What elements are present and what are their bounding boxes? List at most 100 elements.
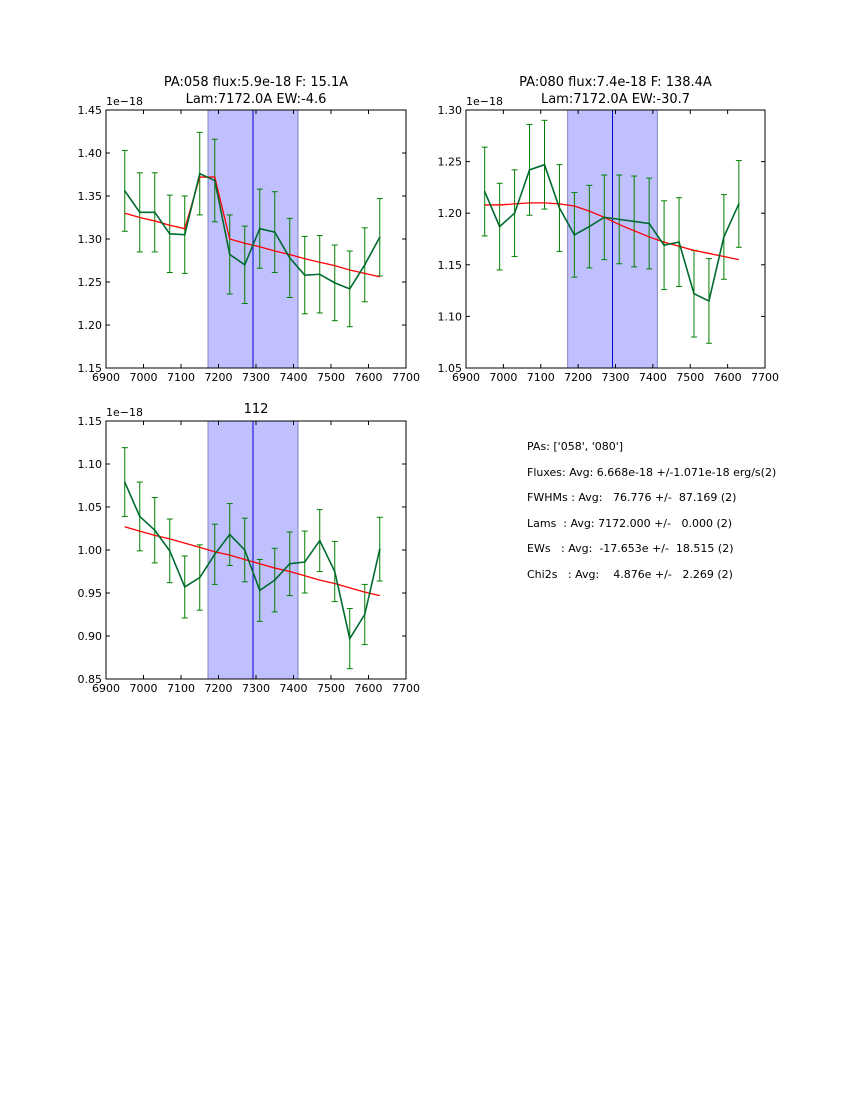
- subplot-title: PA:058 flux:5.9e-18 F: 15.1A: [164, 75, 348, 90]
- data-point: [708, 300, 710, 302]
- data-line: [483, 163, 740, 303]
- stats-fluxes: Fluxes: Avg: 6.668e-18 +/-1.071e-18 erg/…: [527, 465, 777, 479]
- data-point: [183, 586, 186, 588]
- data-point: [153, 529, 156, 532]
- stats-chi2s: Chi2s : Avg: 4.876e +/- 2.269 (2): [527, 567, 733, 581]
- data-point: [153, 211, 156, 214]
- y-tick-label: 1.30: [438, 104, 463, 117]
- subplot-2: 6900 7000 7100 7200 7300 7400 7500 7600 7700 1.05…: [438, 75, 780, 384]
- y-offset-label: 1e−18: [466, 95, 503, 108]
- y-tick-label: 0.95: [78, 587, 103, 600]
- stats-pas: PAs: ['058', '080']: [527, 440, 624, 453]
- x-tick-label: 6900: [92, 682, 120, 695]
- x-tick-label: 7000: [130, 682, 158, 695]
- data-point: [303, 274, 306, 276]
- data-point: [738, 203, 740, 205]
- x-tick-label: 7100: [167, 371, 195, 384]
- y-offset-label: 1e−18: [106, 95, 143, 108]
- data-point: [558, 207, 561, 209]
- data-point: [693, 292, 695, 295]
- x-tick-label: 7400: [639, 371, 667, 384]
- x-tick-label: 7500: [317, 371, 345, 384]
- data-point: [213, 553, 216, 556]
- x-tick-label: 6900: [452, 371, 480, 384]
- data-point: [678, 241, 680, 243]
- x-tick-label: 7500: [676, 371, 704, 384]
- subplot-title: 112: [244, 402, 269, 417]
- x-tick-label: 7300: [242, 371, 270, 384]
- y-tick-label: 1.10: [78, 458, 103, 471]
- data-point: [618, 218, 621, 221]
- data-point: [228, 253, 231, 256]
- data-point: [543, 163, 546, 166]
- data-point: [168, 550, 171, 552]
- x-tick-label: 7200: [564, 371, 592, 384]
- data-point: [648, 222, 650, 225]
- x-tick-label: 7000: [489, 371, 517, 384]
- data-point: [348, 637, 351, 640]
- data-point: [258, 589, 261, 592]
- x-tick-label: 7600: [355, 371, 383, 384]
- x-tick-label: 7400: [280, 682, 308, 695]
- x-tick-label: 7000: [130, 371, 158, 384]
- data-point: [633, 220, 635, 223]
- x-tick-label: 7100: [167, 682, 195, 695]
- data-point: [198, 576, 201, 579]
- subplot-3: 6900 7000 7100 7200 7300 7400 7500 7600 7700 0.85…: [78, 402, 421, 695]
- x-tick-label: 7100: [527, 371, 555, 384]
- y-tick-label: 1.15: [78, 362, 103, 375]
- y-tick-label: 1.20: [438, 207, 463, 220]
- y-tick-label: 1.40: [78, 147, 103, 160]
- data-point: [513, 212, 516, 214]
- data-point: [333, 570, 336, 573]
- summary-stats: PAs: ['058', '080'] Fluxes: Avg: 6.668e-1…: [527, 434, 776, 588]
- x-tick-label: 7300: [602, 371, 630, 384]
- data-point: [378, 236, 381, 239]
- fit-line: [484, 202, 739, 261]
- y-tick-label: 1.10: [438, 310, 463, 323]
- subplot-title: Lam:7172.0A EW:-30.7: [541, 92, 690, 107]
- data-point: [273, 579, 276, 581]
- data-point: [318, 539, 321, 542]
- y-tick-label: 0.85: [78, 673, 103, 686]
- y-tick-label: 1.15: [78, 415, 103, 428]
- data-point: [663, 244, 665, 246]
- data-point: [288, 562, 291, 565]
- data-point: [528, 169, 531, 171]
- y-tick-label: 1.45: [78, 104, 103, 117]
- x-tick-label: 6900: [92, 371, 120, 384]
- data-point: [288, 257, 291, 259]
- stats-ews: EWs : Avg: -17.653e +/- 18.515 (2): [527, 542, 734, 556]
- data-point: [243, 549, 246, 551]
- data-point: [483, 190, 486, 193]
- y-tick-label: 1.05: [78, 501, 103, 514]
- data-line: [124, 481, 381, 641]
- data-point: [183, 233, 186, 236]
- stats-fwhms: FWHMs : Avg: 76.776 +/- 87.169 (2): [527, 491, 737, 505]
- x-tick-label: 7300: [242, 682, 270, 695]
- y-tick-label: 1.35: [78, 190, 103, 203]
- data-point: [228, 533, 231, 536]
- x-tick-label: 7600: [714, 371, 742, 384]
- data-line: [124, 172, 381, 290]
- y-tick-label: 1.05: [438, 362, 463, 375]
- data-point: [588, 225, 591, 228]
- y-tick-label: 1.00: [78, 544, 103, 557]
- data-point: [243, 264, 246, 266]
- subplot-title: Lam:7172.0A EW:-4.6: [186, 92, 327, 107]
- data-point: [318, 273, 321, 276]
- data-point: [378, 548, 381, 550]
- data-point: [138, 211, 141, 214]
- subplot-1: 6900 7000 7100 7200 7300 7400 7500 7600 7700 1.15…: [78, 75, 421, 384]
- data-point: [333, 282, 336, 284]
- data-point: [123, 190, 126, 192]
- data-point: [258, 227, 261, 230]
- x-tick-label: 7700: [392, 371, 420, 384]
- x-tick-label: 7600: [355, 682, 383, 695]
- y-tick-label: 1.15: [438, 259, 463, 272]
- data-point: [498, 225, 501, 228]
- y-tick-label: 1.25: [438, 156, 463, 169]
- data-point: [213, 179, 216, 182]
- x-tick-label: 7200: [205, 682, 233, 695]
